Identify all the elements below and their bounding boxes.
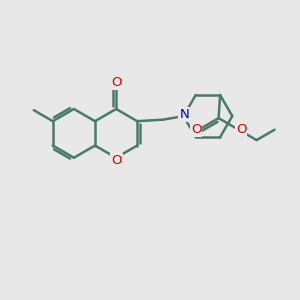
Text: O: O [111, 76, 122, 89]
Text: N: N [179, 108, 189, 121]
Text: O: O [236, 123, 246, 136]
Text: O: O [191, 123, 201, 136]
Text: O: O [112, 154, 122, 166]
